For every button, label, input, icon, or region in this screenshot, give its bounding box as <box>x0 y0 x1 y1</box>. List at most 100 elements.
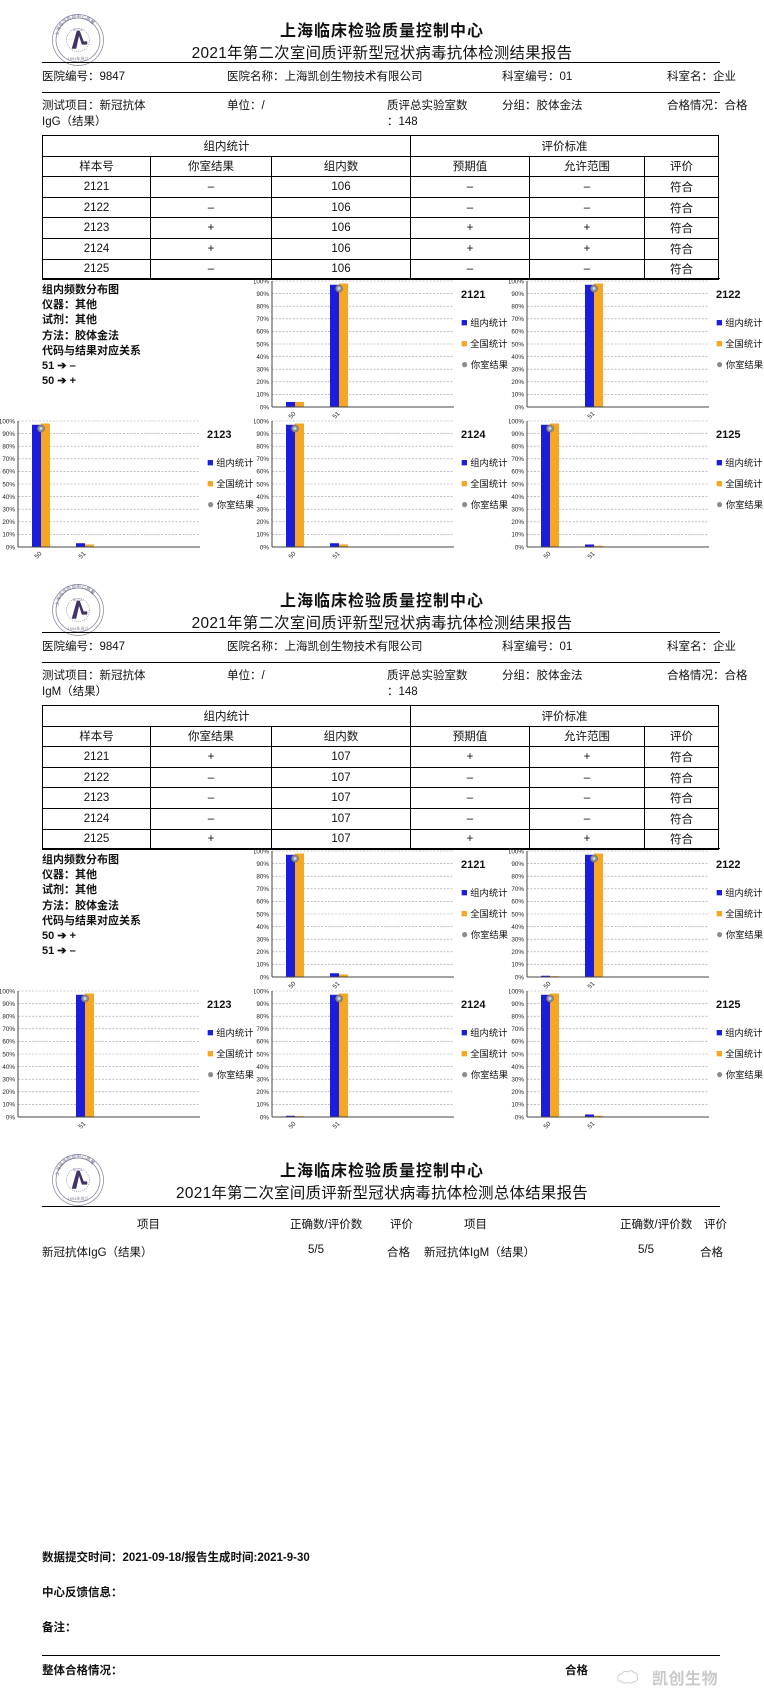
svg-text:90%: 90% <box>2 1001 15 1008</box>
svg-text:40%: 40% <box>256 1064 269 1071</box>
svg-text:60%: 60% <box>256 469 269 476</box>
svg-text:60%: 60% <box>256 329 269 336</box>
svg-text:90%: 90% <box>256 861 269 868</box>
svg-text:60%: 60% <box>2 1039 15 1046</box>
svg-text:40%: 40% <box>511 494 524 501</box>
svg-text:30%: 30% <box>2 1077 15 1084</box>
svg-text:51: 51 <box>78 550 88 559</box>
svg-text:51: 51 <box>78 1120 88 1129</box>
svg-text:51: 51 <box>332 980 342 989</box>
svg-text:60%: 60% <box>511 1039 524 1046</box>
svg-text:50: 50 <box>543 980 553 989</box>
svg-text:50%: 50% <box>256 341 269 348</box>
svg-text:50%: 50% <box>511 481 524 488</box>
svg-text:70%: 70% <box>256 1026 269 1033</box>
svg-text:10%: 10% <box>511 532 524 539</box>
svg-text:0%: 0% <box>260 544 270 551</box>
svg-text:50: 50 <box>543 550 553 559</box>
svg-text:10%: 10% <box>2 1102 15 1109</box>
svg-text:0%: 0% <box>6 1114 16 1121</box>
svg-text:90%: 90% <box>511 291 524 298</box>
svg-text:100%: 100% <box>0 419 15 425</box>
svg-text:100%: 100% <box>254 849 269 855</box>
svg-text:80%: 80% <box>511 304 524 311</box>
svg-text:50%: 50% <box>511 911 524 918</box>
svg-text:50: 50 <box>288 980 298 989</box>
svg-text:70%: 70% <box>256 886 269 893</box>
svg-text:50%: 50% <box>511 341 524 348</box>
svg-text:0%: 0% <box>515 544 525 551</box>
svg-text:51: 51 <box>332 410 342 419</box>
svg-text:20%: 20% <box>2 519 15 526</box>
svg-text:90%: 90% <box>511 431 524 438</box>
svg-text:40%: 40% <box>511 924 524 931</box>
svg-text:51: 51 <box>332 1120 342 1129</box>
svg-text:60%: 60% <box>256 899 269 906</box>
svg-text:80%: 80% <box>511 444 524 451</box>
svg-text:0%: 0% <box>515 404 525 411</box>
svg-text:10%: 10% <box>511 392 524 399</box>
svg-text:40%: 40% <box>2 494 15 501</box>
svg-text:100%: 100% <box>254 989 269 995</box>
svg-text:80%: 80% <box>256 444 269 451</box>
svg-text:70%: 70% <box>511 316 524 323</box>
svg-text:10%: 10% <box>511 962 524 969</box>
svg-text:40%: 40% <box>256 354 269 361</box>
svg-text:70%: 70% <box>2 456 15 463</box>
svg-text:40%: 40% <box>256 924 269 931</box>
svg-text:90%: 90% <box>256 291 269 298</box>
svg-text:80%: 80% <box>511 874 524 881</box>
svg-text:20%: 20% <box>511 1089 524 1096</box>
svg-text:30%: 30% <box>511 937 524 944</box>
svg-text:90%: 90% <box>2 431 15 438</box>
svg-text:50: 50 <box>34 550 44 559</box>
svg-text:100%: 100% <box>254 419 269 425</box>
svg-text:30%: 30% <box>256 937 269 944</box>
svg-text:70%: 70% <box>511 1026 524 1033</box>
svg-text:90%: 90% <box>256 431 269 438</box>
svg-text:0%: 0% <box>6 544 16 551</box>
svg-text:0%: 0% <box>515 974 525 981</box>
svg-text:51: 51 <box>332 550 342 559</box>
svg-text:10%: 10% <box>2 532 15 539</box>
svg-text:50%: 50% <box>256 911 269 918</box>
svg-text:60%: 60% <box>511 329 524 336</box>
svg-text:30%: 30% <box>511 507 524 514</box>
svg-text:100%: 100% <box>509 849 524 855</box>
svg-text:100%: 100% <box>509 279 524 285</box>
svg-text:10%: 10% <box>256 962 269 969</box>
svg-text:10%: 10% <box>256 1102 269 1109</box>
svg-text:80%: 80% <box>256 874 269 881</box>
svg-text:50%: 50% <box>2 481 15 488</box>
svg-text:100%: 100% <box>0 989 15 995</box>
svg-text:100%: 100% <box>254 279 269 285</box>
svg-text:51: 51 <box>587 980 597 989</box>
svg-text:30%: 30% <box>256 1077 269 1084</box>
svg-text:20%: 20% <box>511 949 524 956</box>
svg-text:80%: 80% <box>2 1014 15 1021</box>
svg-text:0%: 0% <box>260 1114 270 1121</box>
svg-text:30%: 30% <box>511 367 524 374</box>
svg-text:70%: 70% <box>2 1026 15 1033</box>
svg-text:40%: 40% <box>511 1064 524 1071</box>
svg-text:10%: 10% <box>511 1102 524 1109</box>
svg-text:40%: 40% <box>511 354 524 361</box>
svg-text:60%: 60% <box>511 469 524 476</box>
svg-text:80%: 80% <box>256 1014 269 1021</box>
svg-text:60%: 60% <box>2 469 15 476</box>
svg-text:90%: 90% <box>511 1001 524 1008</box>
svg-text:20%: 20% <box>256 519 269 526</box>
svg-text:10%: 10% <box>256 392 269 399</box>
svg-text:30%: 30% <box>511 1077 524 1084</box>
svg-text:80%: 80% <box>511 1014 524 1021</box>
svg-text:90%: 90% <box>511 861 524 868</box>
svg-text:50: 50 <box>288 410 298 419</box>
svg-text:60%: 60% <box>256 1039 269 1046</box>
svg-text:51: 51 <box>587 410 597 419</box>
svg-text:70%: 70% <box>511 456 524 463</box>
svg-text:100%: 100% <box>509 989 524 995</box>
svg-text:50%: 50% <box>256 481 269 488</box>
svg-text:50: 50 <box>288 1120 298 1129</box>
svg-text:20%: 20% <box>511 519 524 526</box>
svg-text:60%: 60% <box>511 899 524 906</box>
